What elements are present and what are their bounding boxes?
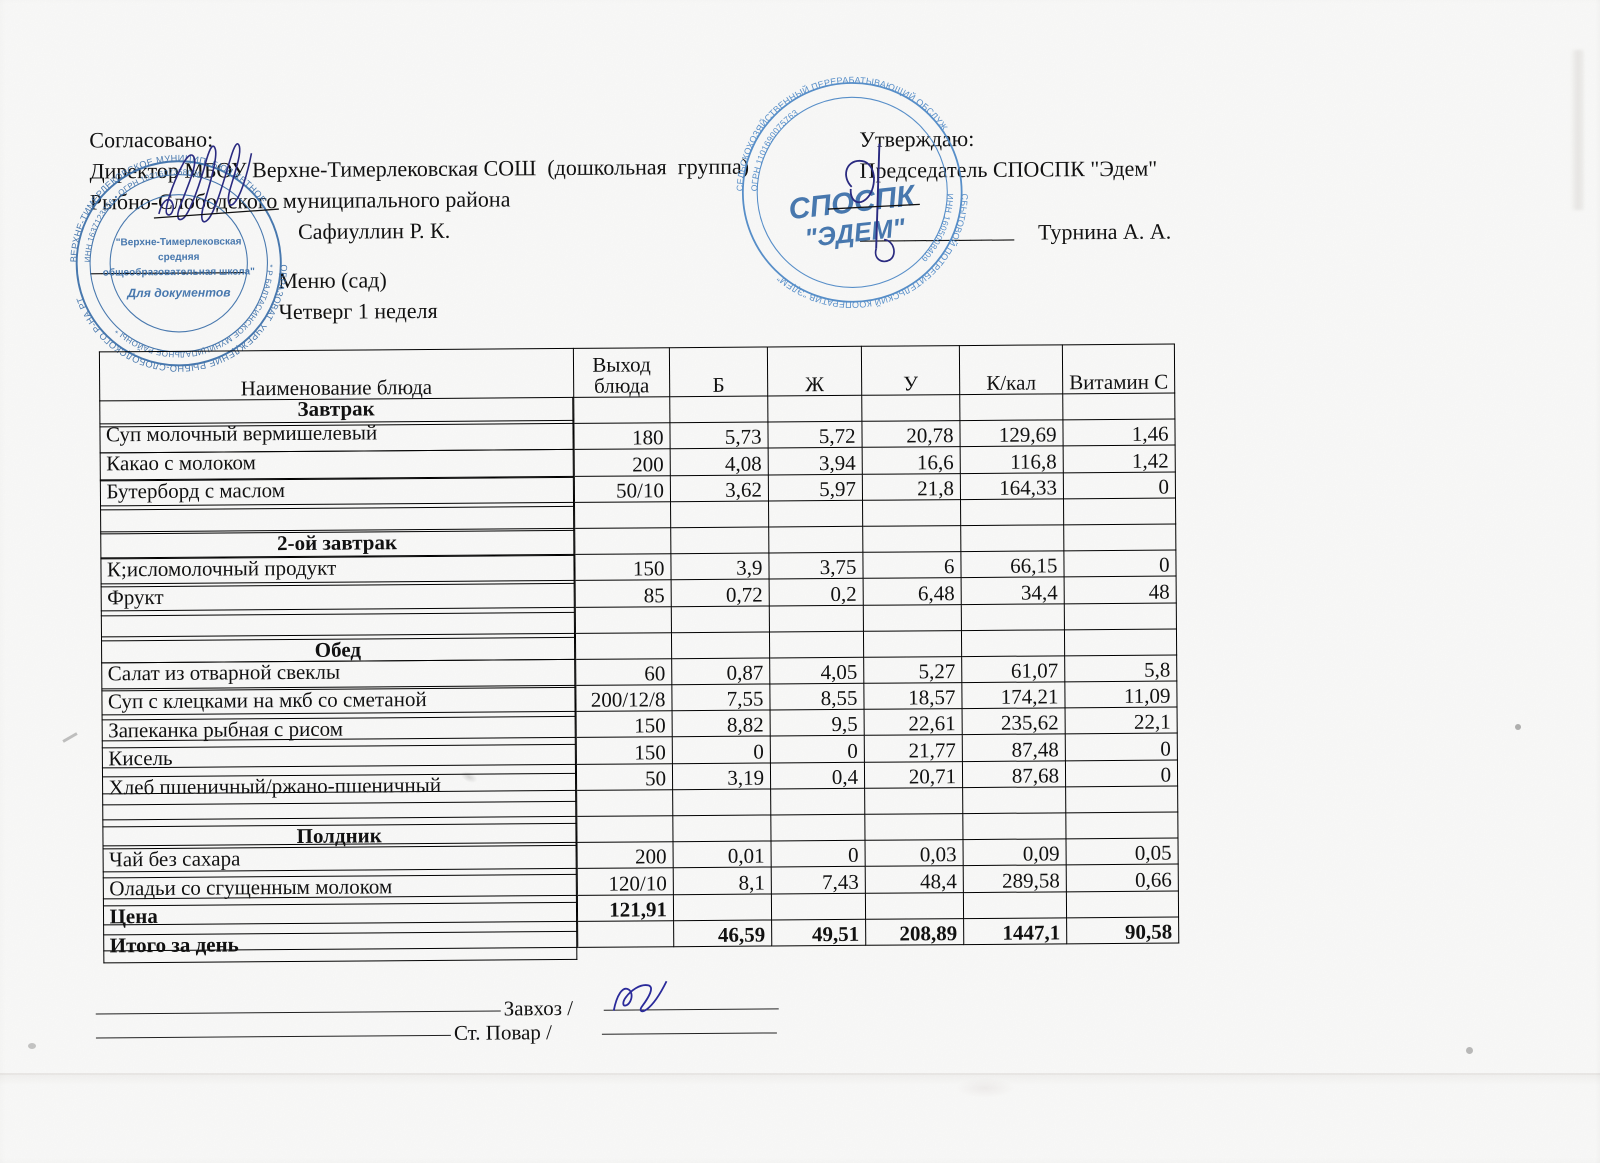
svg-text:Для документов: Для документов	[126, 285, 231, 300]
svg-text:общеобразовательная школа": общеобразовательная школа"	[103, 265, 255, 278]
svg-text:ОГРН 1101690075763: ОГРН 1101690075763	[749, 107, 801, 191]
svg-text:средняя: средняя	[158, 252, 200, 263]
